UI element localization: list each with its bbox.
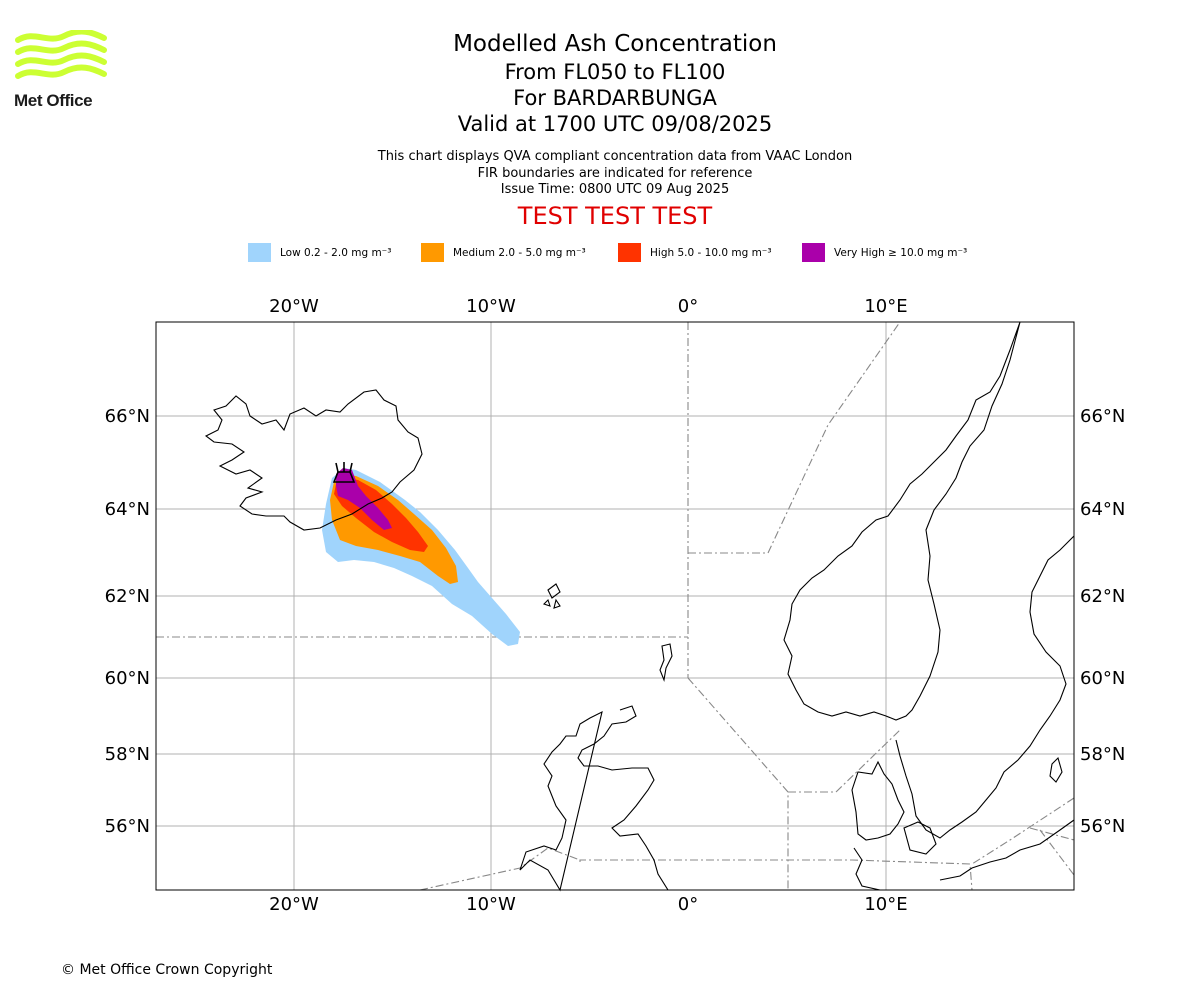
lon-label-bottom: 10°W: [466, 894, 516, 915]
legend-swatch-medium: [421, 243, 444, 262]
iceland-coast: [204, 389, 423, 531]
gotland-island: [1049, 756, 1063, 783]
shetland-islands: [659, 643, 673, 683]
legend-swatch-low: [248, 243, 271, 262]
lat-label-left: 60°N: [105, 668, 150, 689]
lat-label-right: 58°N: [1080, 744, 1125, 765]
subtitle: This chart displays QVA compliant concen…: [300, 149, 930, 199]
graticule: [156, 322, 1074, 890]
lon-label-top: 10°E: [864, 296, 907, 317]
legend-swatch-high: [618, 243, 641, 262]
baltic-coast: [939, 819, 1075, 881]
ash-layer-very-high: [336, 468, 392, 530]
volcano-name: For BARDARBUNGA: [513, 86, 717, 110]
ash-plume: [322, 468, 520, 646]
lon-label-bottom: 10°E: [864, 894, 907, 915]
subtitle-line-1: This chart displays QVA compliant concen…: [377, 149, 853, 164]
map-frame: [155, 321, 1075, 891]
fir-boundaries: [156, 321, 1075, 891]
lon-label-top: 0°: [678, 296, 698, 317]
valid-time: Valid at 1700 UTC 09/08/2025: [457, 112, 773, 136]
lat-label-left: 62°N: [105, 586, 150, 607]
lat-label-left: 66°N: [105, 406, 150, 427]
coastlines: [204, 321, 1075, 892]
lat-label-right: 66°N: [1080, 406, 1125, 427]
norway-coast: [783, 321, 1021, 721]
faroe-islands: [542, 583, 561, 609]
longitude-labels-bottom: 20°W 10°W 0° 10°E: [269, 894, 907, 915]
subtitle-line-2: FIR boundaries are indicated for referen…: [477, 165, 753, 181]
lon-label-top: 10°W: [466, 296, 516, 317]
legend-item-high: High 5.0 - 10.0 mg m⁻³: [618, 243, 772, 262]
lat-label-left: 56°N: [105, 816, 150, 837]
lon-label-bottom: 20°W: [269, 894, 319, 915]
legend-label-high: High 5.0 - 10.0 mg m⁻³: [650, 246, 772, 259]
legend-item-medium: Medium 2.0 - 5.0 mg m⁻³: [421, 243, 586, 262]
lat-label-left: 64°N: [105, 499, 150, 520]
latitude-labels-left: 66°N 64°N 62°N 60°N 58°N 56°N: [105, 406, 150, 837]
chart-title: Modelled Ash Concentration: [453, 31, 777, 57]
sweden-coast: [895, 535, 1075, 839]
latitude-labels-right: 66°N 64°N 62°N 60°N 58°N 56°N: [1080, 406, 1125, 837]
longitude-labels-top: 20°W 10°W 0° 10°E: [269, 296, 907, 317]
legend-label-medium: Medium 2.0 - 5.0 mg m⁻³: [453, 246, 586, 259]
test-banner: TEST TEST TEST: [517, 201, 713, 230]
flight-level-range: From FL050 to FL100: [504, 60, 726, 84]
subtitle-line-3: Issue Time: 0800 UTC 09 Aug 2025: [500, 182, 730, 197]
denmark-coast: [851, 760, 937, 891]
legend-label-low: Low 0.2 - 2.0 mg m⁻³: [280, 246, 392, 259]
legend-label-very-high: Very High ≥ 10.0 mg m⁻³: [834, 246, 968, 259]
legend-item-very-high: Very High ≥ 10.0 mg m⁻³: [802, 243, 967, 262]
legend-swatch-very-high: [802, 243, 825, 262]
copyright-notice: © Met Office Crown Copyright: [61, 962, 273, 978]
lat-label-right: 60°N: [1080, 668, 1125, 689]
legend-item-low: Low 0.2 - 2.0 mg m⁻³: [248, 243, 391, 262]
scotland-coast: [519, 705, 669, 892]
volcano-marker-icon: [332, 462, 356, 483]
lat-label-left: 58°N: [105, 744, 150, 765]
chart-title-block: Modelled Ash Concentration From FL050 to…: [300, 30, 930, 230]
lon-label-bottom: 0°: [678, 894, 698, 915]
lat-label-right: 62°N: [1080, 586, 1125, 607]
met-office-logo: [15, 30, 107, 79]
lat-label-right: 56°N: [1080, 816, 1125, 837]
lon-label-top: 20°W: [269, 296, 319, 317]
met-office-wordmark: Met Office: [14, 91, 93, 110]
lat-label-right: 64°N: [1080, 499, 1125, 520]
